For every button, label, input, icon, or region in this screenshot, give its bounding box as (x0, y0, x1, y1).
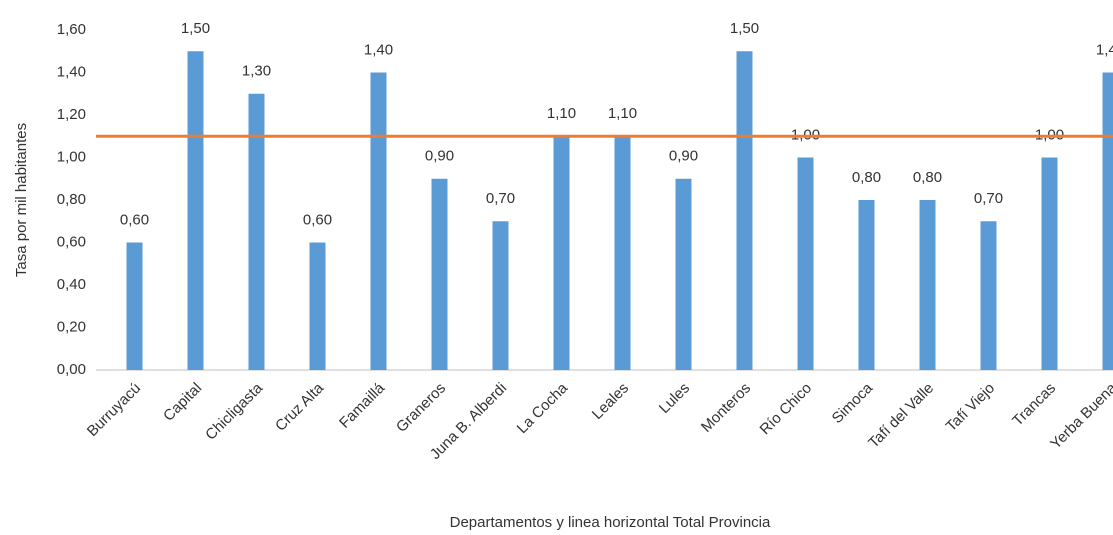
x-tick-label: Lules (656, 380, 693, 417)
y-tick-label: 0,20 (57, 318, 86, 335)
x-tick-label: Leales (589, 380, 632, 423)
y-tick-label: 1,60 (57, 21, 86, 38)
data-label: 0,60 (120, 211, 149, 228)
data-label: 0,70 (974, 190, 1003, 207)
bar (126, 242, 143, 370)
bar (919, 200, 936, 370)
bar (980, 221, 997, 370)
bar (187, 51, 204, 370)
y-tick-label: 1,00 (57, 148, 86, 165)
bar (370, 72, 387, 370)
data-label: 1,50 (181, 20, 210, 37)
x-tick-label: Graneros (393, 380, 449, 436)
data-label: 0,80 (852, 169, 881, 186)
x-tick-label: Tafí Viejo (943, 380, 998, 435)
bar (431, 178, 448, 370)
x-tick-label: Chicligasta (202, 379, 266, 443)
data-label: 1,10 (608, 105, 637, 122)
data-label: 1,40 (364, 41, 393, 58)
bar (1102, 72, 1113, 370)
x-tick-label: Famaillá (336, 379, 389, 432)
data-label: 1,10 (547, 105, 576, 122)
bar (492, 221, 509, 370)
data-label: 0,80 (913, 169, 942, 186)
y-tick-label: 0,60 (57, 233, 86, 250)
bar (797, 157, 814, 370)
x-tick-label: Río Chico (757, 380, 816, 439)
data-label: 0,90 (669, 148, 698, 165)
data-label: 0,70 (486, 190, 515, 207)
y-tick-label: 0,40 (57, 276, 86, 293)
data-label: 0,60 (303, 211, 332, 228)
bar (736, 51, 753, 370)
y-axis-title: Tasa por mil habitantes (13, 123, 30, 277)
x-axis-title: Departamentos y linea horizontal Total P… (450, 514, 771, 531)
data-label: 1,40 (1096, 41, 1113, 58)
y-tick-label: 0,00 (57, 361, 86, 378)
data-label: 1,30 (242, 63, 271, 80)
x-tick-label: La Cocha (514, 379, 572, 437)
x-tick-label: Tafí del Valle (865, 380, 937, 452)
y-tick-label: 1,20 (57, 106, 86, 123)
bar (309, 242, 326, 370)
y-tick-label: 0,80 (57, 191, 86, 208)
bar (1041, 157, 1058, 370)
x-tick-label: Simoca (829, 379, 877, 427)
x-tick-label: Burruyacú (84, 380, 144, 440)
x-tick-label: Cruz Alta (272, 379, 328, 435)
x-tick-label: Monteros (698, 380, 754, 436)
data-label: 1,50 (730, 20, 759, 37)
y-tick-label: 1,40 (57, 63, 86, 80)
bar (248, 93, 265, 370)
bar (858, 200, 875, 370)
bar (553, 136, 570, 370)
x-tick-label: Trancas (1009, 380, 1059, 430)
x-tick-label: Capital (160, 380, 205, 425)
data-label: 0,90 (425, 148, 454, 165)
bar (614, 136, 631, 370)
bar (675, 178, 692, 370)
